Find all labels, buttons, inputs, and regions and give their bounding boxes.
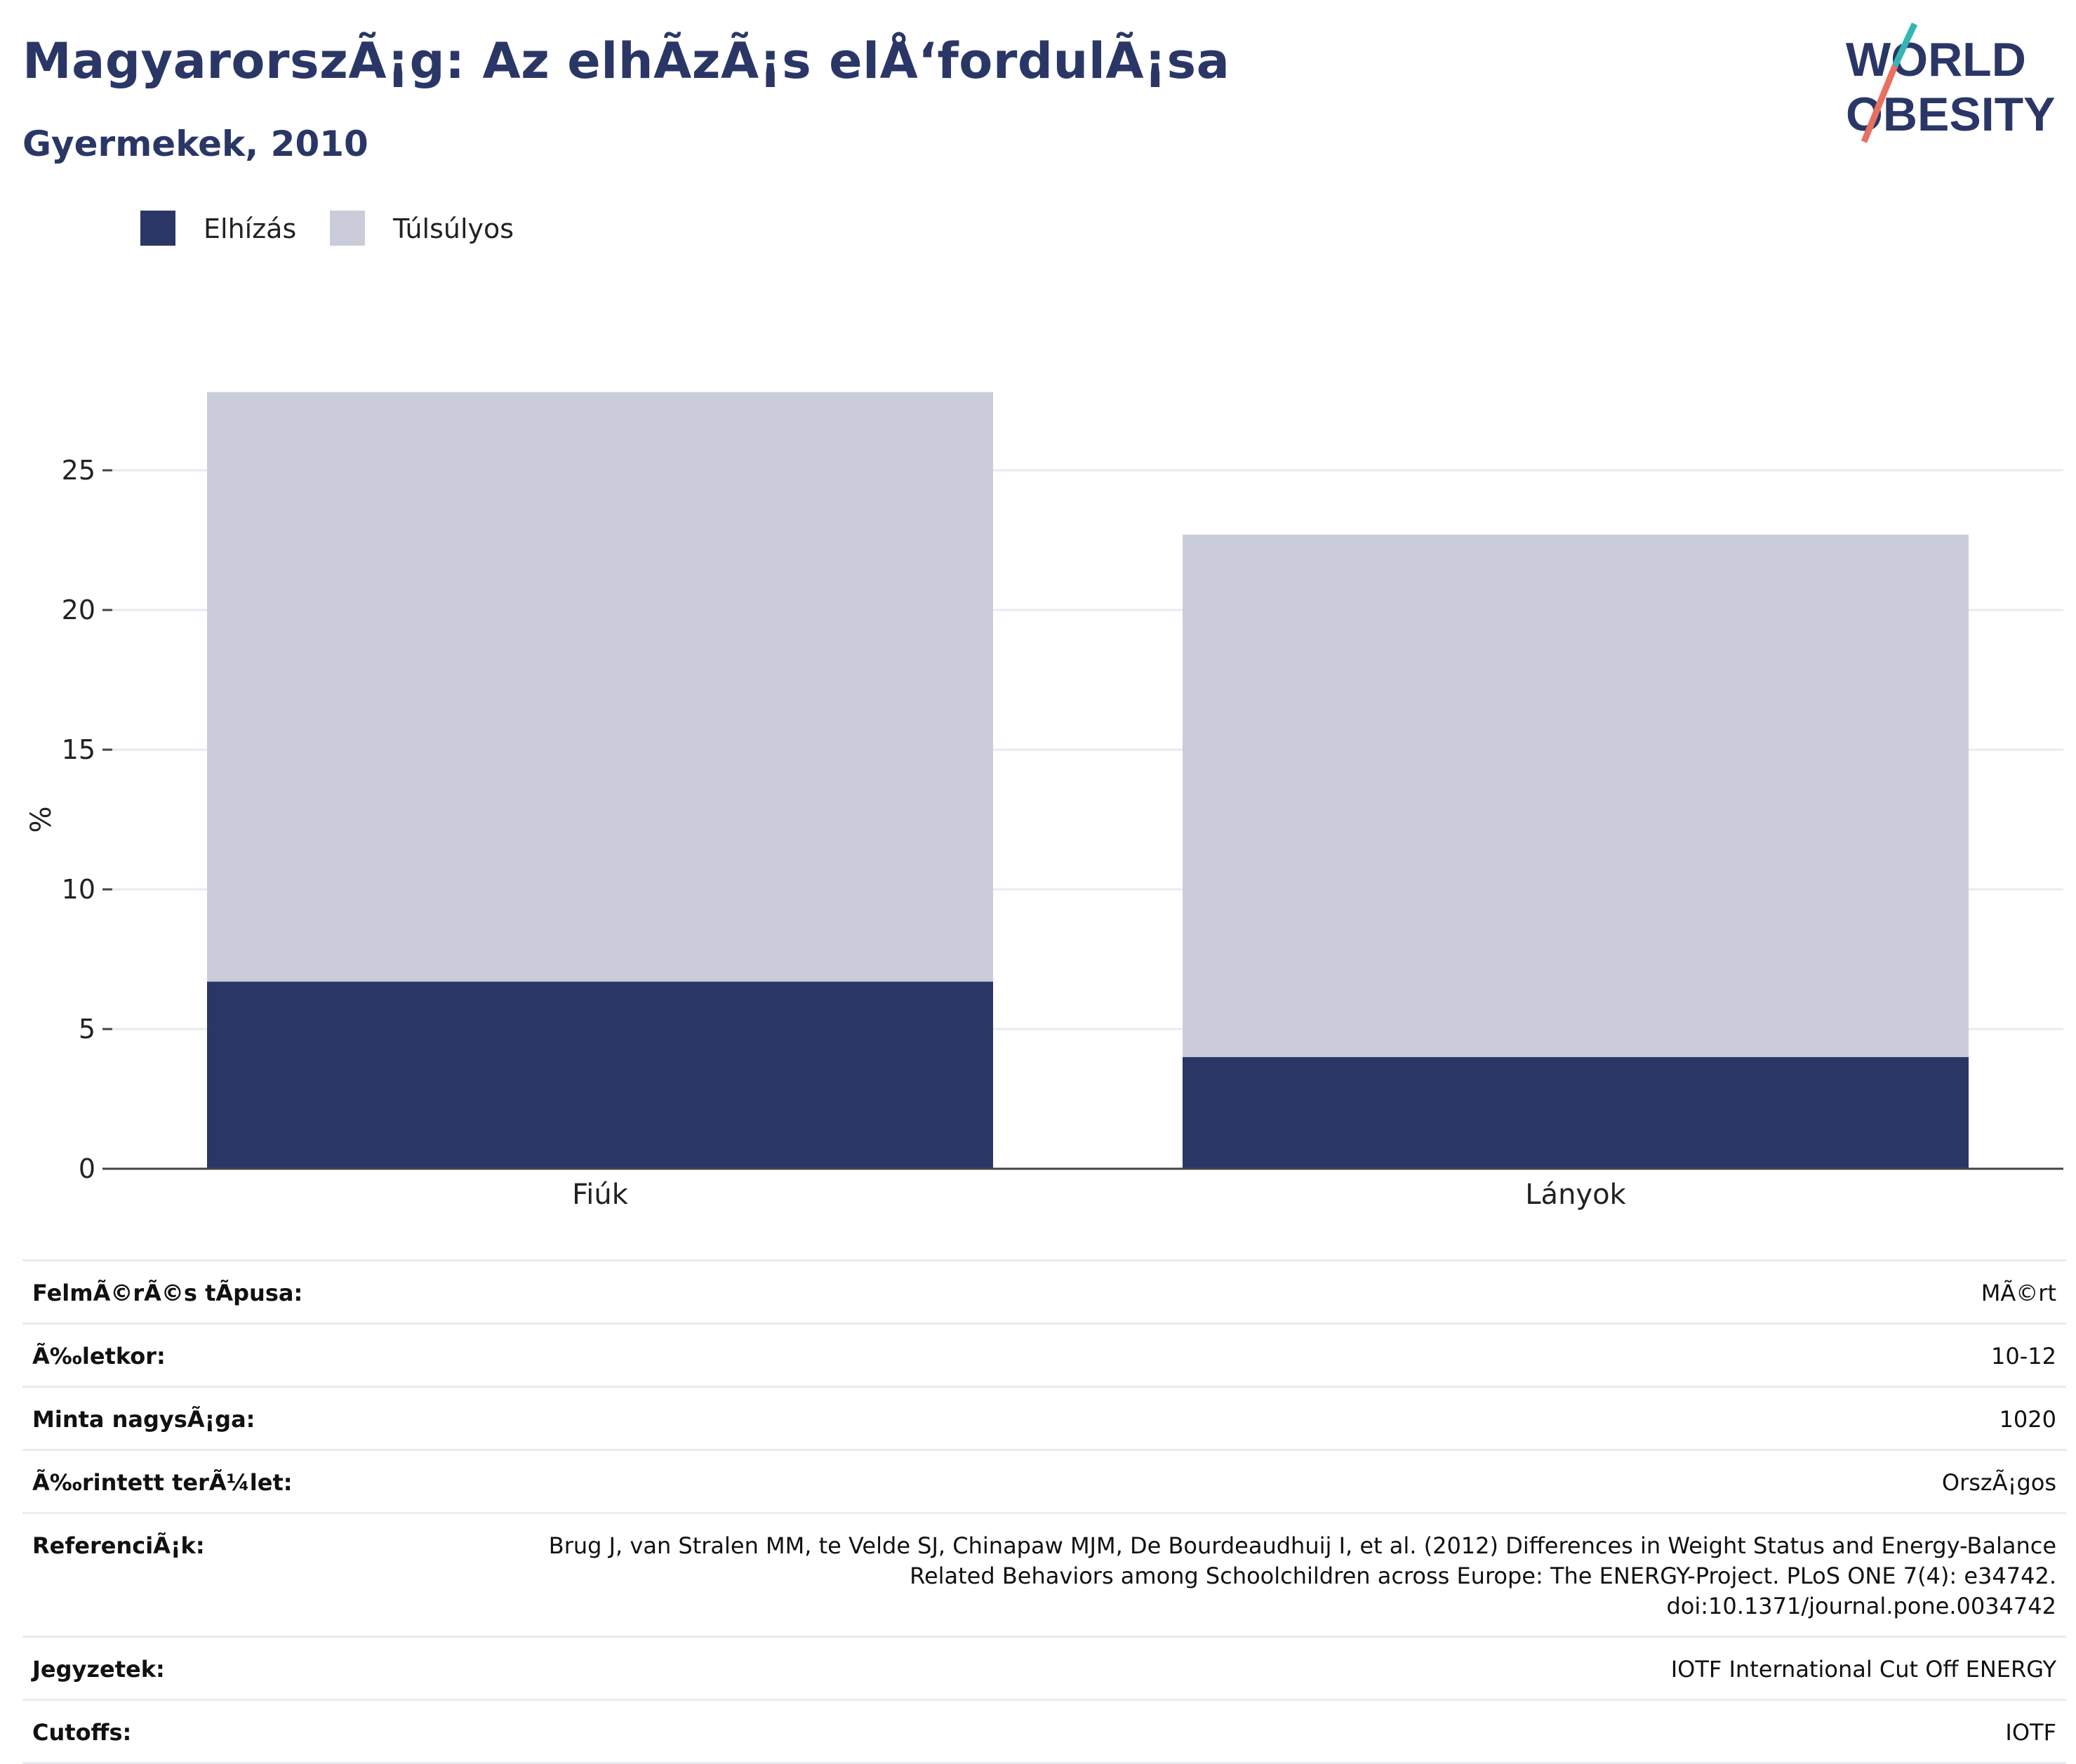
axes: 0 5 10 15 20 25 Fiúk Lányok% <box>25 455 2063 1211</box>
page-title: MagyarorszÃ¡g: Az elhÃ­zÃ¡s elÅ‘fordulÃ¡… <box>22 32 1230 90</box>
logo-slash-top <box>1891 22 1918 67</box>
info-value: MÃ©rt <box>1981 1280 2056 1306</box>
bar-obese-1 <box>1183 1056 1969 1169</box>
info-row: FelmÃ©rÃ©s tÃpusa: MÃ©rt <box>22 1259 2066 1322</box>
info-label: Minta nagysÃ¡ga: <box>32 1406 255 1433</box>
y-tick-label: 10 <box>62 874 95 905</box>
info-row: Ã‰letkor: 10-12 <box>22 1322 2066 1386</box>
bar-obese-0 <box>207 981 993 1169</box>
info-value: IOTF International Cut Off ENERGY <box>1670 1656 2056 1683</box>
legend-label-obese: Elhízás <box>204 213 297 244</box>
info-label: ReferenciÃ¡k: <box>32 1532 205 1559</box>
bar-overweight-1 <box>1183 534 1969 1057</box>
info-value: 10-12 <box>1991 1343 2056 1370</box>
stacked-bar-chart: 0 5 10 15 20 25 Fiúk Lányok% <box>25 392 2063 1211</box>
info-label: Jegyzetek: <box>32 1656 165 1683</box>
info-row: ReferenciÃ¡k: Brug J, van Stralen MM, te … <box>22 1512 2066 1636</box>
survey-details-table: FelmÃ©rÃ©s tÃpusa: MÃ©rt Ã‰letkor: 10-12 Min… <box>22 1259 2066 1764</box>
info-label: Ã‰letkor: <box>32 1343 166 1370</box>
bars <box>207 392 1969 1169</box>
logo-line-world: WORLD <box>1846 33 2026 86</box>
y-tick-label: 25 <box>62 455 95 486</box>
legend-swatch-obese <box>140 211 175 246</box>
y-tick-label: 15 <box>62 734 95 765</box>
info-row: Ã‰rintett terÃ¼let: OrszÃ¡gos <box>22 1449 2066 1512</box>
info-value: IOTF <box>2005 1719 2056 1746</box>
info-row: Cutoffs: IOTF <box>22 1699 2066 1764</box>
y-tick-label: 20 <box>62 595 95 625</box>
info-value: 1020 <box>1999 1406 2056 1433</box>
logo-slash-bottom <box>1861 65 1898 143</box>
info-row: Minta nagysÃ¡ga: 1020 <box>22 1386 2066 1449</box>
info-row: Jegyzetek: IOTF International Cut Off ENE… <box>22 1636 2066 1699</box>
legend-swatch-overweight <box>330 211 365 246</box>
info-label: FelmÃ©rÃ©s tÃpusa: <box>32 1280 303 1306</box>
world-obesity-logo: WORLD OBESITY <box>1846 22 2056 143</box>
x-tick-label: Lányok <box>1525 1179 1626 1211</box>
x-tick-label: Fiúk <box>572 1179 629 1211</box>
info-label: Ã‰rintett terÃ¼let: <box>32 1469 293 1496</box>
info-value: OrszÃ¡gos <box>1941 1469 2056 1496</box>
bar-overweight-0 <box>207 392 993 982</box>
y-tick-label: 0 <box>79 1153 95 1184</box>
info-label: Cutoffs: <box>32 1719 132 1746</box>
y-tick-label: 5 <box>79 1014 95 1045</box>
page-subtitle: Gyermekek, 2010 <box>22 124 368 164</box>
legend-label-overweight: Túlsúlyos <box>393 213 514 244</box>
info-value: Brug J, van Stralen MM, te Velde SJ, Chi… <box>548 1532 2056 1619</box>
y-axis-label: % <box>25 806 58 833</box>
